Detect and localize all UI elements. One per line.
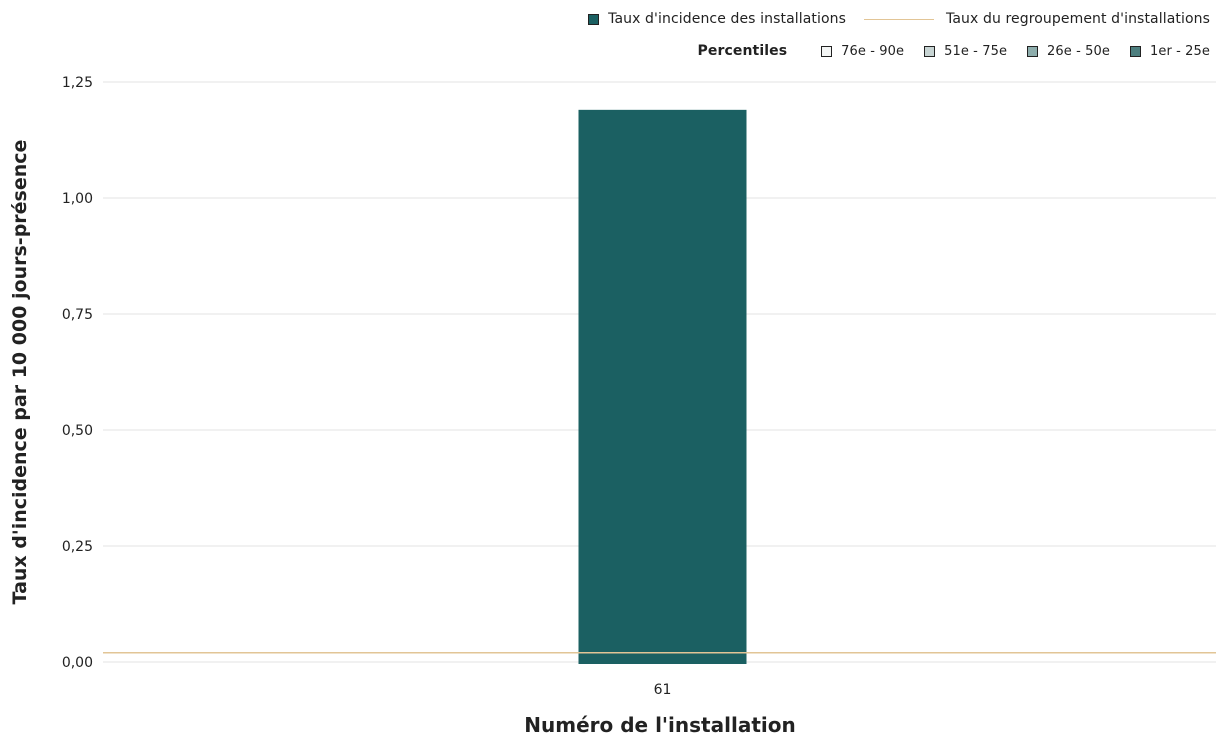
legend-percentiles: Percentiles 76e - 90e 51e - 75e 26e - 50… <box>698 43 1210 59</box>
bar <box>578 109 747 665</box>
legend-label-percentile: 51e - 75e <box>944 43 1008 59</box>
legend-swatch-percentile <box>1027 45 1039 57</box>
y-tick-label: 0,00 <box>62 655 93 671</box>
legend-label-percentile: 26e - 50e <box>1047 43 1110 59</box>
legend-label-bar: Taux d'incidence des installations <box>608 11 847 27</box>
legend-item-percentile: 51e - 75e <box>924 44 1007 59</box>
legend-item-bar: Taux d'incidence des installations <box>588 11 846 27</box>
legend-series: Taux d'incidence des installations Taux … <box>588 11 1210 27</box>
y-tick-labels: 0,00 0,25 0,50 0,75 1,00 1,25 <box>62 75 93 671</box>
legend-item-percentile: 26e - 50e <box>1027 44 1110 59</box>
legend-swatch-percentile <box>821 45 833 57</box>
legend-label-line: Taux du regroupement d'installations <box>946 11 1210 27</box>
legend-swatch-line <box>864 18 935 20</box>
x-axis-title: Numéro de l'installation <box>524 713 795 735</box>
y-tick-label: 1,25 <box>62 75 93 91</box>
bars <box>578 109 747 665</box>
x-tick-label: 61 <box>654 682 672 698</box>
legend-item-line: Taux du regroupement d'installations <box>864 11 1210 27</box>
y-tick-label: 0,50 <box>62 423 93 439</box>
percentiles-title: Percentiles <box>697 43 788 59</box>
legend-swatch-bar <box>588 13 600 25</box>
legend-swatch-percentile <box>924 45 936 57</box>
legend-label-percentile: 76e - 90e <box>841 43 905 59</box>
y-tick-label: 1,00 <box>62 191 93 207</box>
y-tick-label: 0,25 <box>62 539 93 555</box>
y-tick-label: 0,75 <box>62 307 93 323</box>
y-axis-title: Taux d'incidence par 10 000 jours-présen… <box>9 140 31 605</box>
legend-swatch-percentile <box>1129 45 1141 57</box>
legend-item-percentile: 1er - 25e <box>1129 43 1210 59</box>
legend-label-percentile: 1er - 25e <box>1149 43 1210 59</box>
legend-item-percentile: 76e - 90e <box>821 44 904 59</box>
x-tick-labels: 61 <box>654 682 672 698</box>
